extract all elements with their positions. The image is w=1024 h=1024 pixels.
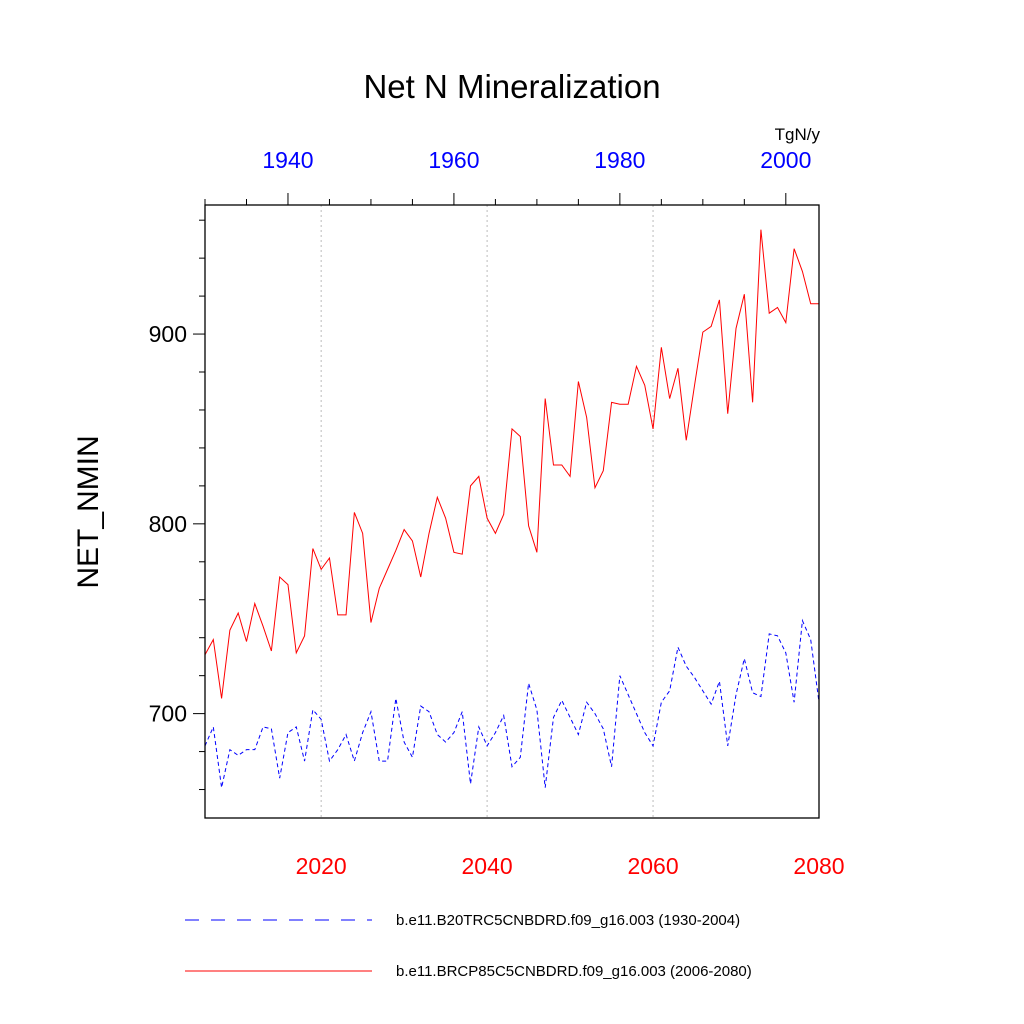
top-tick-label-1940: 1940	[262, 147, 313, 173]
series-lines	[204, 229, 820, 788]
y-axis-label: NET_NMIN	[72, 435, 105, 588]
y-tick-label-700: 700	[149, 701, 187, 727]
units-label: TgN/y	[775, 125, 821, 144]
top-tick-label-1960: 1960	[428, 147, 479, 173]
bottom-tick-labels: 2020 2040 2060 2080	[296, 853, 845, 879]
bottom-tick-label-2060: 2060	[627, 853, 678, 879]
top-tick-label-1980: 1980	[594, 147, 645, 173]
tick-marks	[193, 193, 787, 791]
bottom-tick-label-2080: 2080	[793, 853, 844, 879]
legend-label-2: b.e11.BRCP85C5CNBDRD.f09_g16.003 (2006-2…	[396, 963, 752, 980]
series-line-2	[204, 229, 819, 699]
plot-frame	[204, 204, 820, 819]
gridlines	[320, 205, 654, 818]
bottom-tick-label-2020: 2020	[296, 853, 347, 879]
y-tick-labels: 700 800 900	[149, 321, 187, 727]
legend-label-1: b.e11.B20TRC5CNBDRD.f09_g16.003 (1930-20…	[396, 912, 740, 929]
top-tick-label-2000: 2000	[760, 147, 811, 173]
series-line-1	[204, 618, 820, 788]
chart-title: Net N Mineralization	[363, 68, 660, 105]
y-tick-label-800: 800	[149, 511, 187, 537]
legend: b.e11.B20TRC5CNBDRD.f09_g16.003 (1930-20…	[185, 912, 752, 980]
bottom-tick-label-2040: 2040	[462, 853, 513, 879]
top-tick-labels: 1940 1960 1980 2000	[262, 147, 811, 173]
y-tick-label-900: 900	[149, 321, 187, 347]
